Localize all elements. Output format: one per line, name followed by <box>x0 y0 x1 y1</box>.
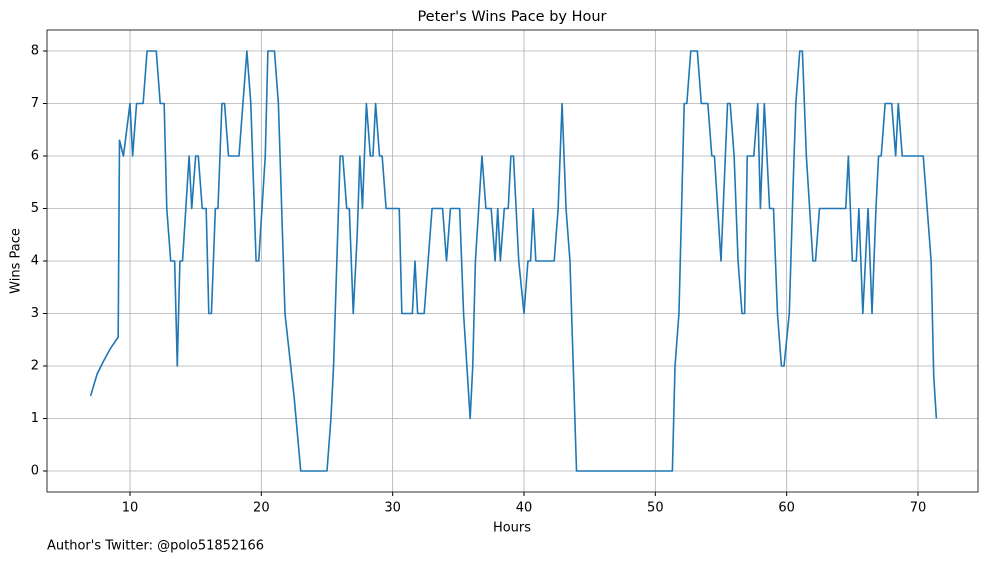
x-tick-label: 10 <box>122 501 139 516</box>
y-tick-label: 4 <box>31 254 39 269</box>
y-tick-label: 3 <box>31 306 39 321</box>
y-tick-label: 5 <box>31 201 39 216</box>
x-tick-label: 60 <box>778 501 795 516</box>
x-tick-label: 50 <box>647 501 664 516</box>
x-tick-label: 70 <box>910 501 927 516</box>
y-axis-label: Wins Pace <box>9 228 24 294</box>
plot-frame <box>46 29 979 493</box>
x-axis-label: Hours <box>493 521 531 536</box>
chart-title: Peter's Wins Pace by Hour <box>417 9 606 25</box>
y-tick-label: 2 <box>31 359 39 374</box>
y-tick-label: 1 <box>31 411 39 426</box>
y-tick-label: 0 <box>31 464 39 479</box>
x-tick-label: 40 <box>516 501 533 516</box>
x-tick-label: 20 <box>253 501 270 516</box>
y-tick-label: 6 <box>31 149 39 164</box>
annotation: Author's Twitter: @polo51852166 <box>47 539 264 554</box>
x-tick-label: 30 <box>384 501 401 516</box>
y-tick-label: 7 <box>31 96 39 111</box>
data-line <box>89 50 938 472</box>
y-tick-label: 8 <box>31 44 39 59</box>
